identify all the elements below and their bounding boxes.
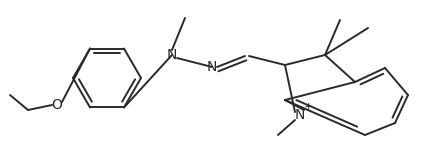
Text: +: +: [303, 102, 313, 112]
Text: N: N: [295, 108, 305, 122]
Text: N: N: [167, 48, 177, 62]
Text: O: O: [52, 98, 63, 112]
Text: N: N: [207, 60, 217, 74]
